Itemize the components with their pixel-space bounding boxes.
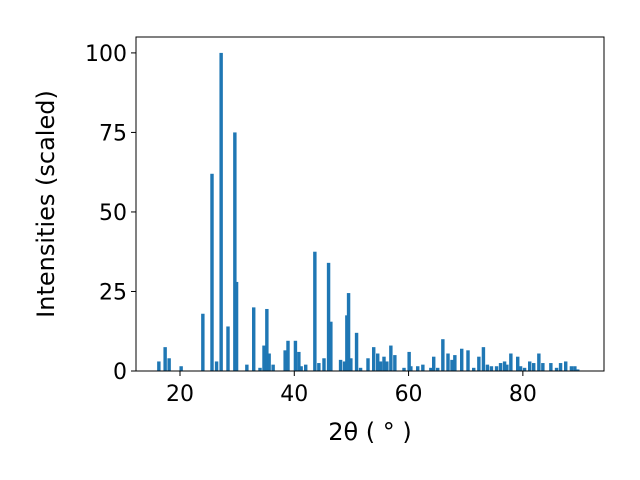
bar <box>346 293 351 371</box>
bar <box>432 356 436 371</box>
x-tick-label: 40 <box>280 382 308 407</box>
bar <box>481 347 486 371</box>
bar <box>402 367 406 371</box>
bar <box>167 358 171 371</box>
bar <box>472 367 476 371</box>
bar <box>436 367 440 371</box>
y-tick-label: 0 <box>113 360 127 385</box>
bar <box>329 321 333 371</box>
bar <box>271 364 275 371</box>
bar <box>313 251 317 371</box>
bar <box>489 366 494 371</box>
x-tick-label: 60 <box>395 382 423 407</box>
bar <box>569 366 574 371</box>
bar <box>528 361 532 371</box>
bar <box>258 367 262 371</box>
bar <box>522 367 527 371</box>
bar <box>349 358 353 371</box>
bar <box>407 351 411 371</box>
bar <box>498 363 503 371</box>
bar <box>532 363 536 371</box>
bar <box>385 361 389 371</box>
bar <box>416 366 420 371</box>
bar <box>549 363 553 371</box>
bar <box>252 307 256 371</box>
bar <box>214 361 219 371</box>
bar <box>201 313 205 371</box>
bar <box>516 356 520 371</box>
bar <box>494 366 499 371</box>
x-tick-label: 80 <box>509 382 537 407</box>
y-axis-label: Intensities (scaled) <box>32 90 60 318</box>
bar <box>541 363 545 371</box>
bar <box>409 366 413 371</box>
bar <box>163 347 167 371</box>
bar <box>219 52 223 372</box>
bar <box>326 262 331 371</box>
bar <box>453 355 457 371</box>
bar <box>537 353 541 371</box>
bar <box>460 348 464 371</box>
y-tick-label: 50 <box>99 201 127 226</box>
bar <box>317 363 321 371</box>
x-tick-label: 20 <box>166 382 194 407</box>
bar <box>558 363 563 371</box>
bar <box>354 332 359 371</box>
bar <box>429 367 433 371</box>
bar <box>466 350 470 371</box>
bar <box>573 366 577 371</box>
bar <box>477 356 481 371</box>
bar <box>358 367 363 371</box>
bar <box>304 364 308 371</box>
bar <box>267 353 271 371</box>
bar <box>378 361 383 371</box>
bar <box>366 358 370 371</box>
bar <box>518 366 523 371</box>
bar <box>297 351 301 371</box>
bar <box>509 353 513 371</box>
bar <box>245 364 249 371</box>
bar <box>421 364 425 371</box>
bar <box>372 347 376 371</box>
x-axis-label: 2θ ( ° ) <box>328 418 412 446</box>
bar <box>265 308 269 371</box>
bar <box>382 356 386 371</box>
bar <box>179 366 183 371</box>
y-tick-label: 75 <box>99 121 127 146</box>
bar <box>502 361 507 371</box>
plot-frame <box>135 36 605 372</box>
bar <box>283 350 287 371</box>
bar <box>505 364 509 371</box>
bar <box>389 345 393 371</box>
bar <box>342 361 347 371</box>
bar <box>576 369 580 371</box>
bar <box>299 366 303 371</box>
y-tick-label: 100 <box>85 42 127 67</box>
bar <box>564 361 568 371</box>
bar <box>157 361 161 371</box>
bar <box>210 173 214 371</box>
bar <box>376 353 380 371</box>
bar <box>441 339 445 371</box>
bar <box>286 340 290 371</box>
bar <box>322 358 326 371</box>
bar <box>446 353 450 371</box>
bar <box>554 367 559 371</box>
bar <box>393 355 397 371</box>
bar <box>345 315 349 371</box>
bar <box>226 326 230 371</box>
bar <box>485 364 490 371</box>
bar <box>293 340 298 371</box>
bar <box>262 345 266 371</box>
bar <box>450 359 454 371</box>
y-tick-label: 25 <box>99 280 127 305</box>
bar <box>233 132 237 371</box>
bar <box>338 359 343 371</box>
bar <box>234 281 239 371</box>
